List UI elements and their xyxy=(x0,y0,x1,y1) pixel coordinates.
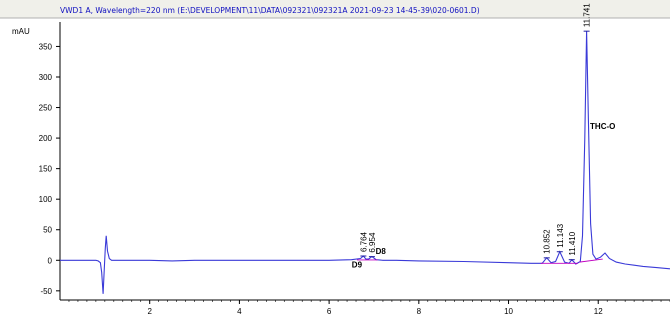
y-tick-label: 250 xyxy=(39,104,53,113)
y-tick-label: 350 xyxy=(39,42,53,51)
y-tick-label: 100 xyxy=(39,195,53,204)
x-tick-label: 2 xyxy=(147,307,152,316)
peak-time-label: 10.852 xyxy=(543,229,552,254)
y-axis-label: mAU xyxy=(12,27,30,36)
y-tick-label: 300 xyxy=(39,73,53,82)
x-tick-label: 10 xyxy=(504,307,513,316)
y-tick-label: -50 xyxy=(40,287,52,296)
peak-time-label: 6.954 xyxy=(368,232,377,253)
y-tick-label: 200 xyxy=(39,134,53,143)
compound-annotation: D9 xyxy=(352,261,363,270)
chart-title: VWD1 A, Wavelength=220 nm (E:\DEVELOPMEN… xyxy=(60,6,480,15)
peak-time-label: 11.143 xyxy=(556,223,565,247)
x-tick-label: 4 xyxy=(237,307,242,316)
peak-time-label: 6.764 xyxy=(359,231,368,252)
integration-baseline xyxy=(579,258,603,263)
y-tick-label: 0 xyxy=(48,256,53,265)
peak-time-label: 11.741 xyxy=(583,3,592,27)
plot-area: -50 0 50 100 150 200 250 300 350 2 4 6 8 10 12 6.764 6.9… xyxy=(39,3,670,316)
peak-time-label: 11.410 xyxy=(568,231,577,255)
compound-annotation: D8 xyxy=(376,247,387,256)
x-tick-label: 12 xyxy=(594,307,603,316)
y-tick-label: 50 xyxy=(43,226,52,235)
y-tick-label: 150 xyxy=(39,165,53,174)
x-tick-label: 8 xyxy=(417,307,422,316)
title-bar xyxy=(0,0,670,18)
compound-annotation: THC-O xyxy=(590,122,615,131)
series-line xyxy=(60,31,670,294)
x-tick-label: 6 xyxy=(327,307,332,316)
